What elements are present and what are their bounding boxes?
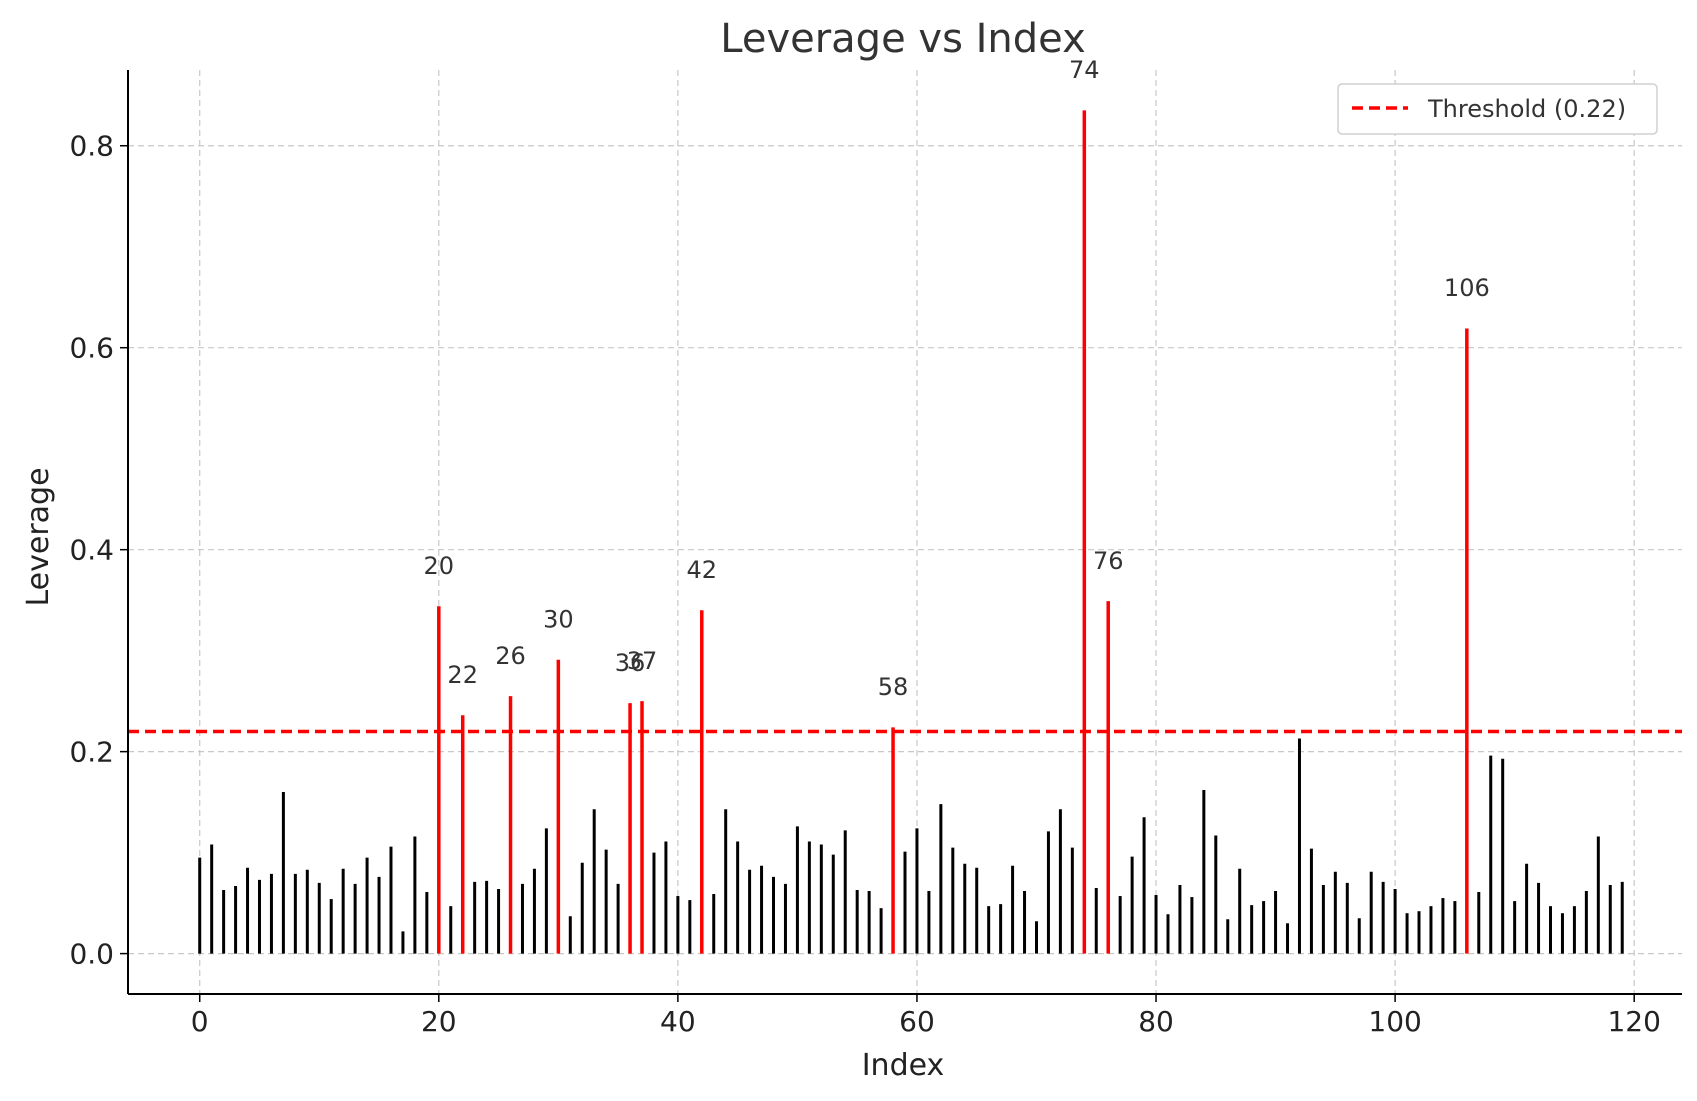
x-tick-label: 80 <box>1138 1005 1174 1038</box>
flagged-index-annotation: 58 <box>878 673 909 701</box>
grid-lines <box>128 70 1682 994</box>
x-tick-label: 100 <box>1368 1005 1421 1038</box>
axes <box>120 70 1682 1002</box>
flagged-index-annotation: 74 <box>1069 56 1100 84</box>
y-tick-label: 0.6 <box>69 332 114 365</box>
flagged-index-annotation: 30 <box>543 605 574 633</box>
flagged-index-annotation: 106 <box>1444 274 1490 302</box>
tick-labels: 0 20 40 60 80 100 120 0.0 0.2 0.4 0.6 0.8 <box>69 130 1660 1038</box>
x-tick-label: 60 <box>899 1005 935 1038</box>
flagged-index-annotation: 42 <box>687 556 718 584</box>
y-tick-label: 0.2 <box>69 736 114 769</box>
legend-box <box>1337 83 1658 135</box>
flagged-index-annotation: 22 <box>447 661 478 689</box>
y-tick-label: 0.8 <box>69 130 114 163</box>
flagged-index-annotation: 76 <box>1093 547 1124 575</box>
leverage-bars <box>198 110 1624 954</box>
flagged-index-annotation: 37 <box>627 647 658 675</box>
flagged-index-annotation: 36 <box>615 649 646 677</box>
legend-threshold-label: Threshold (0.22) <box>1427 95 1626 123</box>
flagged-index-annotation: 20 <box>424 552 455 580</box>
legend: Threshold (0.22) <box>1337 83 1658 135</box>
x-tick-label: 20 <box>421 1005 457 1038</box>
x-tick-label: 120 <box>1607 1005 1660 1038</box>
chart-title: Leverage vs Index <box>720 16 1086 62</box>
x-tick-label: 40 <box>660 1005 696 1038</box>
x-tick-label: 0 <box>191 1005 209 1038</box>
flagged-index-annotation: 26 <box>495 642 526 670</box>
x-axis-label: Index <box>862 1048 945 1083</box>
y-tick-label: 0.0 <box>69 938 114 971</box>
y-tick-label: 0.4 <box>69 534 114 567</box>
y-axis-label: Leverage <box>21 467 56 606</box>
